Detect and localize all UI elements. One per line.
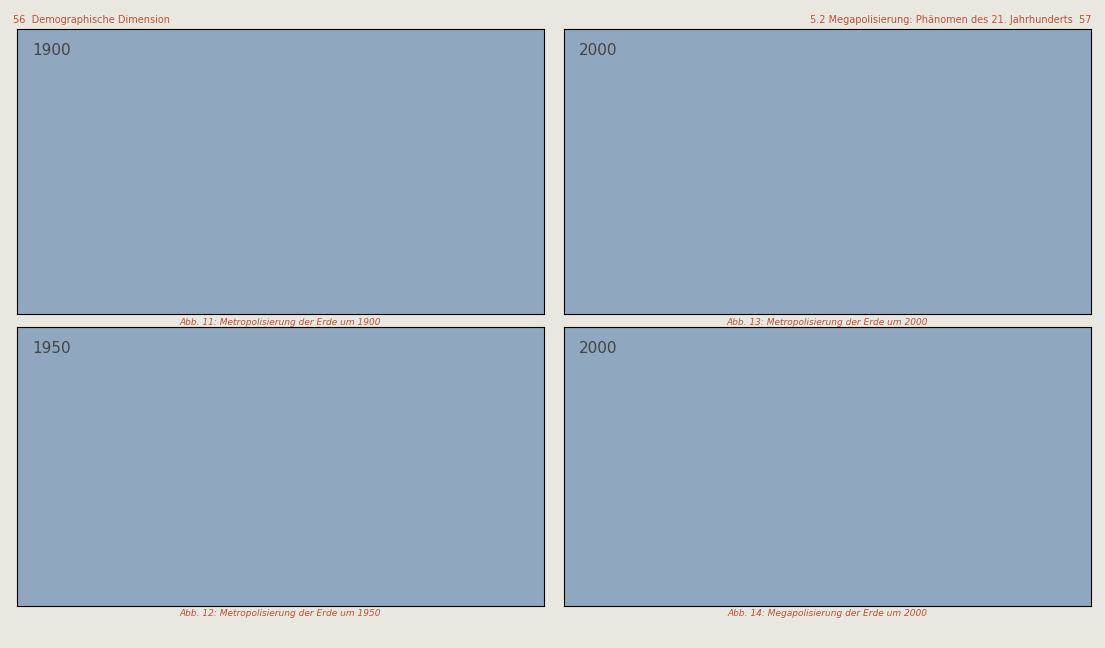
Text: Abb. 13: Metropolisierung der Erde um 2000: Abb. 13: Metropolisierung der Erde um 20… bbox=[726, 318, 928, 327]
Text: 56  Demographische Dimension: 56 Demographische Dimension bbox=[13, 15, 170, 25]
Text: 2000: 2000 bbox=[579, 341, 618, 356]
Text: 2000: 2000 bbox=[579, 43, 618, 58]
Text: Abb. 11: Metropolisierung der Erde um 1900: Abb. 11: Metropolisierung der Erde um 19… bbox=[179, 318, 381, 327]
Text: 1900: 1900 bbox=[32, 43, 71, 58]
Text: 1950: 1950 bbox=[32, 341, 71, 356]
Text: Abb. 14: Megapolisierung der Erde um 2000: Abb. 14: Megapolisierung der Erde um 200… bbox=[727, 609, 927, 618]
Text: Abb. 12: Metropolisierung der Erde um 1950: Abb. 12: Metropolisierung der Erde um 19… bbox=[179, 609, 381, 618]
Text: 5.2 Megapolisierung: Phänomen des 21. Jahrhunderts  57: 5.2 Megapolisierung: Phänomen des 21. Ja… bbox=[810, 15, 1092, 25]
